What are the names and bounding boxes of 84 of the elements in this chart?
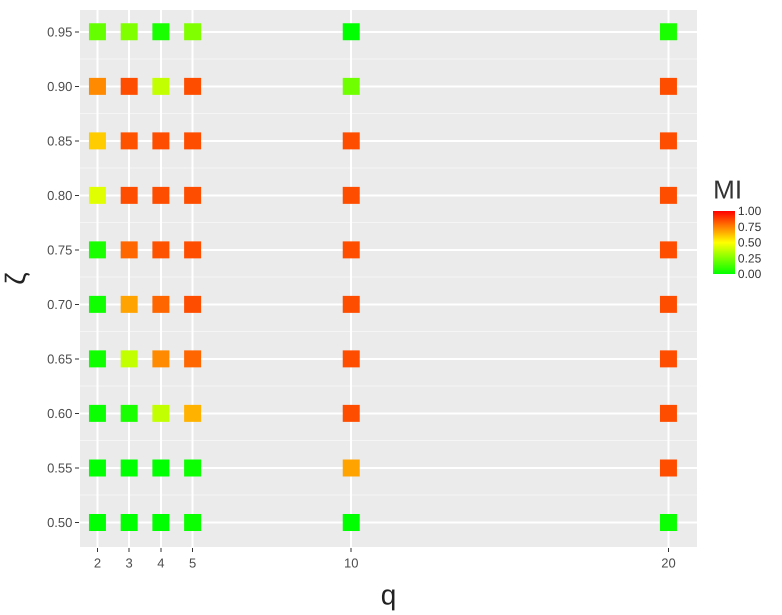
point bbox=[152, 459, 170, 476]
x-axis-title: q bbox=[380, 580, 396, 611]
point bbox=[660, 459, 677, 476]
point bbox=[120, 296, 138, 313]
point bbox=[184, 514, 202, 531]
x-tick-label: 4 bbox=[157, 556, 165, 571]
point bbox=[342, 404, 360, 422]
point bbox=[184, 78, 202, 95]
color-bar-label: 0.50 bbox=[738, 236, 762, 250]
y-tick-label: 0.65 bbox=[47, 351, 72, 366]
point bbox=[660, 404, 677, 422]
y-axis-title: ζ bbox=[0, 272, 31, 285]
point bbox=[120, 350, 138, 368]
point bbox=[120, 186, 138, 204]
point bbox=[152, 132, 170, 150]
point bbox=[342, 514, 360, 531]
point bbox=[184, 23, 202, 40]
point bbox=[88, 23, 106, 40]
x-tick-label: 20 bbox=[661, 556, 676, 571]
point bbox=[152, 514, 170, 531]
y-tick-label: 0.90 bbox=[47, 78, 72, 94]
point bbox=[660, 350, 677, 368]
point bbox=[660, 241, 677, 258]
point bbox=[660, 78, 677, 95]
point bbox=[660, 296, 677, 313]
color-bar-title: MI bbox=[713, 174, 742, 204]
point bbox=[120, 241, 138, 258]
color-bar-label: 1.00 bbox=[738, 204, 762, 218]
point bbox=[342, 241, 360, 258]
y-tick-label: 0.50 bbox=[47, 515, 72, 530]
point bbox=[88, 514, 106, 531]
point bbox=[152, 404, 170, 422]
point bbox=[342, 78, 360, 95]
x-tick-label: 2 bbox=[94, 556, 102, 571]
color-bar-label: 0.00 bbox=[738, 267, 762, 281]
point bbox=[120, 404, 138, 422]
point bbox=[184, 132, 202, 150]
point bbox=[88, 78, 106, 95]
point bbox=[88, 186, 106, 204]
x-tick-label: 10 bbox=[344, 556, 358, 571]
point bbox=[88, 404, 106, 422]
y-tick-label: 0.95 bbox=[47, 24, 72, 40]
point bbox=[184, 350, 202, 368]
point bbox=[342, 132, 360, 150]
color-bar-label: 0.75 bbox=[738, 220, 762, 234]
point bbox=[120, 78, 138, 95]
point bbox=[342, 296, 360, 313]
point bbox=[184, 404, 202, 422]
y-tick-label: 0.85 bbox=[47, 133, 72, 148]
point bbox=[184, 459, 202, 476]
point bbox=[660, 23, 677, 40]
point bbox=[120, 132, 138, 150]
y-tick-label: 0.75 bbox=[47, 242, 72, 258]
y-tick-label: 0.70 bbox=[47, 296, 72, 312]
point bbox=[184, 241, 202, 258]
point bbox=[88, 459, 106, 476]
color-bar-label: 0.25 bbox=[738, 251, 762, 266]
point bbox=[660, 514, 677, 531]
point bbox=[88, 241, 106, 258]
y-tick-label: 0.60 bbox=[47, 406, 72, 421]
point bbox=[184, 186, 202, 204]
point bbox=[120, 459, 138, 476]
point bbox=[660, 186, 677, 204]
point bbox=[152, 296, 170, 313]
point bbox=[152, 350, 170, 368]
point bbox=[184, 296, 202, 313]
point bbox=[120, 514, 138, 531]
point bbox=[152, 186, 170, 204]
point bbox=[342, 459, 360, 476]
point bbox=[342, 23, 360, 40]
point bbox=[152, 241, 170, 258]
point bbox=[120, 23, 138, 40]
point bbox=[660, 132, 677, 150]
y-tick-label: 0.80 bbox=[47, 188, 72, 203]
point bbox=[152, 78, 170, 95]
point bbox=[152, 23, 170, 40]
point bbox=[342, 186, 360, 204]
x-tick-label: 3 bbox=[126, 556, 133, 571]
point bbox=[88, 350, 106, 368]
y-tick-label: 0.55 bbox=[47, 460, 72, 476]
point bbox=[342, 350, 360, 368]
x-tick-label: 5 bbox=[188, 556, 196, 571]
point bbox=[88, 296, 106, 313]
point bbox=[88, 132, 106, 150]
